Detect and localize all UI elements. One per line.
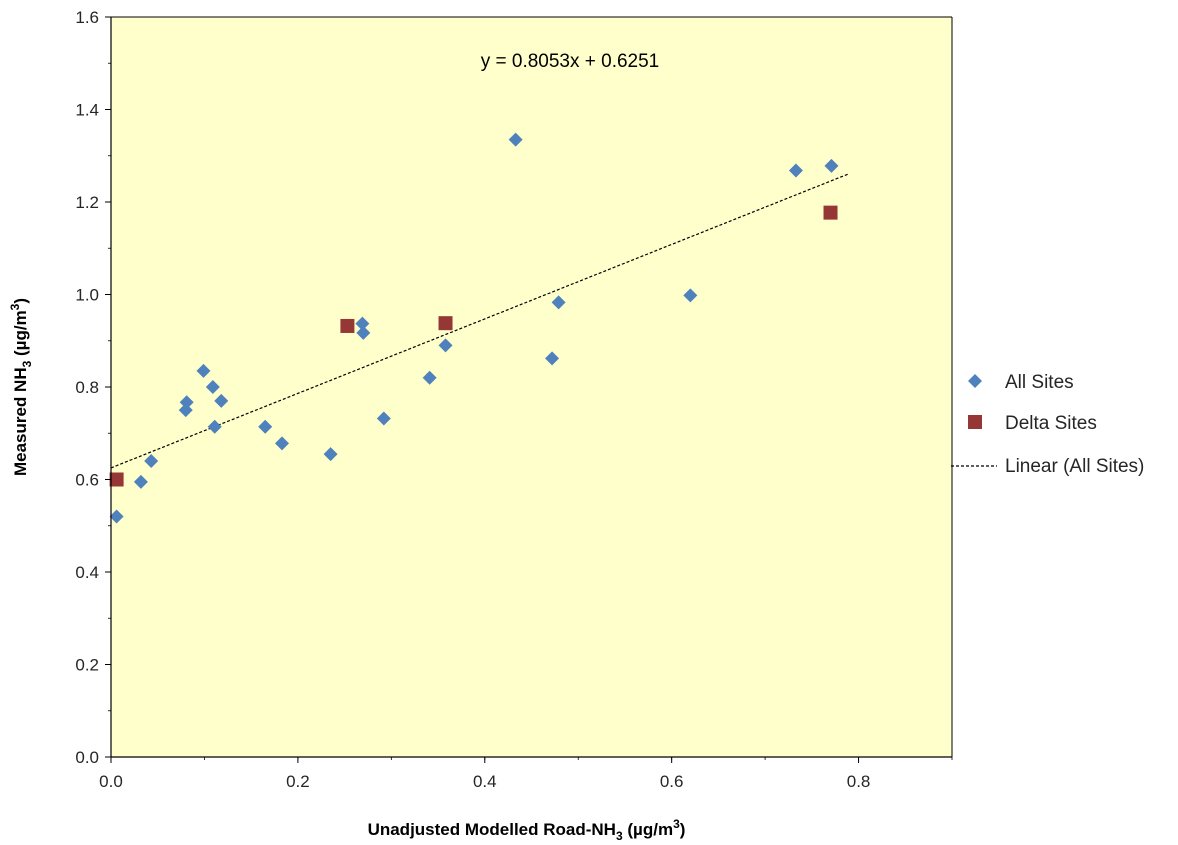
data-point-diamond [323,447,338,462]
legend-item-delta-sites: Delta Sites [968,413,1097,434]
y-tick-label: 1.6 [75,8,99,27]
y-axis-title-unit: (µg/m [11,310,30,360]
x-tick-label: 0.6 [660,772,684,791]
data-point-diamond [275,436,290,451]
data-point-diamond [214,393,229,408]
legend-marker-diamond [968,374,982,388]
data-point-diamond [355,316,370,331]
data-point-diamond [144,454,159,468]
data-point-diamond [258,419,273,434]
x-axis-title-sup: 3 [673,817,680,831]
legend-label-delta-sites: Delta Sites [1005,413,1097,434]
data-point-diamond [683,288,698,303]
data-point-diamond [422,370,437,385]
x-axis-title-close: ) [680,820,686,839]
legend-item-linear-trend: Linear (All Sites) [951,456,1144,477]
x-tick-label: 0.2 [286,772,310,791]
y-axis-title-main: Measured NH [11,367,30,476]
x-tick-label: 0.4 [473,772,497,791]
data-point-diamond [508,132,523,147]
x-axis-title-sub: 3 [616,829,623,843]
y-tick-label: 0.4 [75,563,99,582]
legend-marker-square [968,415,982,429]
data-point-diamond [788,163,803,178]
y-axis-title-sub: 3 [20,360,34,367]
data-point-diamond [824,158,839,173]
x-tick-label: 0.0 [99,772,123,791]
y-axis-title: Measured NH3 (µg/m3) [8,298,34,476]
data-point-square [823,205,838,220]
legend-label-linear-trend: Linear (All Sites) [1005,456,1144,477]
y-axis-title-sup: 3 [8,303,22,310]
data-point-diamond [545,351,560,366]
y-tick-label: 0.8 [75,378,99,397]
data-point-square [438,316,453,331]
y-tick-label: 0.2 [75,656,99,675]
y-tick-label: 1.4 [75,101,99,120]
y-tick-label: 0.0 [75,748,99,767]
data-points-layer [109,132,839,524]
y-tick-label: 0.6 [75,471,99,490]
data-point-diamond [109,509,124,524]
y-tick-labels: 0.0 0.2 0.4 0.6 0.8 1.0 1.2 1.4 1.6 [75,8,99,767]
trendline-layer [110,173,850,469]
legend-label-all-sites: All Sites [1005,372,1074,393]
x-axis-title-unit: (µg/m [623,820,673,839]
data-point-diamond [356,325,371,340]
data-point-diamond [179,395,194,410]
x-axis-title-main: Unadjusted Modelled Road-NH [368,820,616,839]
data-point-diamond [438,338,453,353]
axes-layer [105,16,953,763]
data-point-diamond [551,295,566,310]
data-point-diamond [133,474,148,489]
x-axis-title: Unadjusted Modelled Road-NH3 (µg/m3) [368,817,686,843]
legend: All Sites Delta Sites Linear (All Sites) [951,372,1144,477]
trendline [110,173,850,469]
x-tick-labels: 0.0 0.2 0.4 0.6 0.8 [99,772,870,791]
data-point-square [340,318,355,333]
data-point-diamond [376,411,391,426]
data-point-square [109,472,124,487]
x-tick-label: 0.8 [847,772,871,791]
legend-item-all-sites: All Sites [968,372,1074,393]
data-point-diamond [196,363,211,378]
y-tick-label: 1.0 [75,286,99,305]
data-point-diamond [207,419,222,434]
trendline-equation: y = 0.8053x + 0.6251 [481,51,660,72]
plot-area [111,17,952,757]
y-axis-title-close: ) [11,298,30,304]
data-point-diamond [205,380,220,394]
y-tick-label: 1.2 [75,193,99,212]
